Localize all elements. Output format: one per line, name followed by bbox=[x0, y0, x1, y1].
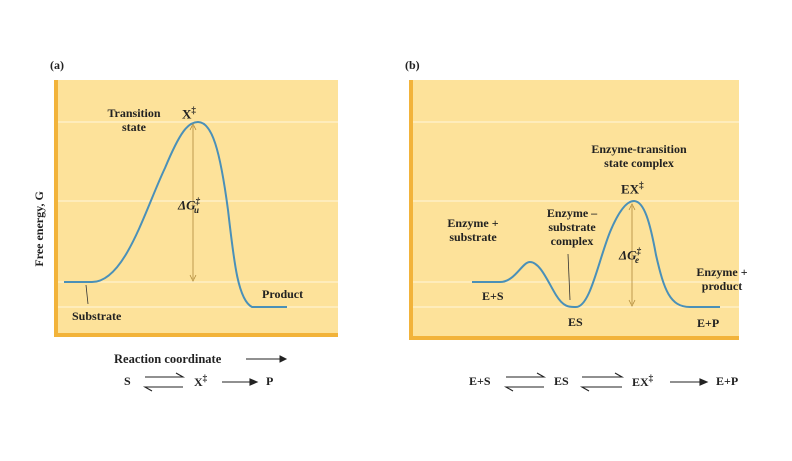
product-label: Product bbox=[262, 287, 304, 301]
enzyme-product-line1: Enzyme + bbox=[696, 265, 748, 279]
panel-b-left-edge bbox=[409, 80, 413, 336]
delta-g-u-arrowhead-bottom bbox=[189, 274, 197, 282]
panel-a-left-edge bbox=[54, 80, 58, 336]
panel-a-bottom-edge bbox=[54, 333, 338, 337]
equation-b-ex: EX‡ bbox=[632, 373, 653, 390]
panel-b-background bbox=[409, 80, 739, 336]
equilibrium-arrow-esc-ex bbox=[579, 372, 625, 392]
reaction-curve-uncatalyzed bbox=[64, 120, 287, 308]
delta-g-e-arrowhead-bottom bbox=[628, 299, 636, 307]
peak-x-label: X‡ bbox=[182, 105, 196, 122]
delta-g-e-dagger: ‡ bbox=[636, 246, 642, 256]
enzyme-substrate-line2: substrate bbox=[449, 229, 497, 244]
equation-a-x: X‡ bbox=[194, 373, 207, 390]
peak-x-text: X bbox=[182, 106, 192, 122]
equation-b-ex-text: EX bbox=[632, 375, 649, 389]
delta-g-u-dagger: ‡ bbox=[195, 196, 201, 206]
substrate-label: Substrate bbox=[72, 309, 122, 323]
peak-ex-text: EX bbox=[621, 181, 640, 197]
peak-x-double-dagger: ‡ bbox=[191, 105, 196, 115]
peak-ex-dagger: ‡ bbox=[639, 180, 644, 190]
equation-a-x-text: X bbox=[194, 375, 203, 389]
transition-state-label: Transition state bbox=[98, 106, 170, 135]
substrate-pointer bbox=[85, 284, 89, 305]
enzyme-substrate-line1: Enzyme + bbox=[447, 216, 499, 230]
reaction-curve-catalyzed bbox=[472, 199, 720, 309]
equilibrium-arrow-es-esc bbox=[503, 372, 547, 392]
enzyme-substrate-label: Enzyme + substrate bbox=[438, 216, 508, 245]
delta-g-u-label: ΔG‡u bbox=[178, 196, 201, 215]
es-minimum-label: ES bbox=[568, 315, 583, 329]
delta-g-u-text: ΔG bbox=[178, 197, 196, 213]
delta-g-e-arrowhead-top bbox=[628, 203, 636, 211]
panel-b-bottom-edge bbox=[409, 336, 739, 340]
e-plus-p-label: E+P bbox=[697, 316, 720, 330]
enzyme-product-line2: product bbox=[701, 278, 743, 293]
equation-a-p: P bbox=[266, 374, 274, 388]
equation-b-esc: ES bbox=[554, 374, 569, 388]
x-axis-arrow bbox=[246, 355, 288, 363]
equation-b-es: E+S bbox=[469, 374, 491, 388]
e-plus-s-label: E+S bbox=[482, 289, 504, 303]
equilibrium-arrow-s-x bbox=[142, 372, 186, 392]
peak-ex-label: EX‡ bbox=[621, 180, 644, 197]
transition-state-line1: Transition bbox=[107, 106, 161, 120]
equation-a-x-dagger: ‡ bbox=[202, 373, 208, 383]
equation-b-ep: E+P bbox=[716, 374, 739, 388]
delta-g-e-text: ΔG bbox=[619, 247, 637, 263]
complex-title-line1: Enzyme-transition bbox=[591, 142, 687, 156]
transition-state-line2: state bbox=[122, 119, 146, 134]
enzyme-product-label: Enzyme + product bbox=[686, 265, 758, 294]
delta-g-u-arrowhead-top bbox=[189, 123, 197, 131]
es-complex-label: Enzyme – substrate complex bbox=[536, 206, 608, 248]
equation-a-s: S bbox=[124, 374, 131, 388]
panel-b-label: (b) bbox=[405, 58, 420, 72]
es-complex-pointer bbox=[567, 253, 571, 301]
complex-title-line2: state complex bbox=[604, 155, 674, 170]
y-axis-label: Free energy, G bbox=[32, 191, 47, 267]
complex-title-label: Enzyme-transition state complex bbox=[574, 142, 704, 171]
x-axis-label: Reaction coordinate bbox=[114, 352, 222, 366]
forward-arrow-x-p bbox=[222, 378, 259, 386]
es-complex-line3: complex bbox=[550, 233, 594, 248]
delta-g-e-label: ΔG‡e bbox=[619, 246, 642, 265]
forward-arrow-ex-ep bbox=[670, 378, 709, 386]
delta-g-u-subscript: u bbox=[194, 204, 200, 215]
es-complex-line2: substrate bbox=[548, 219, 596, 234]
equation-b-ex-dagger: ‡ bbox=[648, 373, 654, 383]
es-complex-line1: Enzyme – bbox=[546, 206, 598, 220]
panel-a-label: (a) bbox=[50, 58, 64, 72]
delta-g-e-subscript: e bbox=[635, 254, 640, 265]
